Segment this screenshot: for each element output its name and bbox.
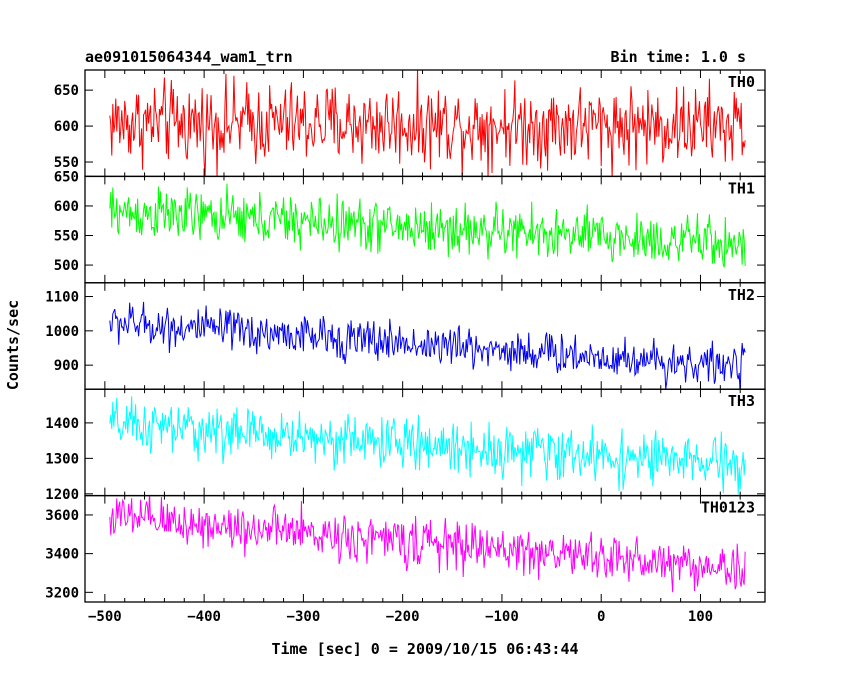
x-tick-label: −500 [88,609,122,625]
y-tick-label: 500 [54,258,79,274]
panel-th1: TH1 500 550 600 650 [54,169,766,284]
panel-th0123: TH0123 3200 3400 3600 [45,494,766,603]
y-axis-label: Counts/sec [4,300,22,390]
x-axis-label: Time [sec] 0 = 2009/10/15 06:43:44 [271,640,578,658]
y-tick-label: 1000 [45,324,79,340]
y-tick-label: 1200 [45,487,79,503]
panel-label: TH2 [728,286,755,304]
y-tick-label: 3200 [45,585,79,601]
chart-title: ae091015064344_wam1_trn [85,48,293,66]
x-tick-label: −300 [287,609,321,625]
y-tick-label: 1100 [45,290,79,306]
series-th3 [109,396,746,495]
panel-frame [84,494,766,603]
x-tick-label: −400 [187,609,221,625]
bin-time-label: Bin time: 1.0 s [611,48,746,66]
x-tick-label: −100 [485,609,519,625]
x-tick-label: −200 [386,609,420,625]
y-tick-label: 1400 [45,416,79,432]
panel-th2: TH2 900 1000 1100 [45,282,766,390]
panel-th3: TH3 1200 1300 1400 [45,388,766,503]
y-tick-label: 3400 [45,547,79,563]
panel-label: TH1 [728,179,755,197]
panel-label: TH3 [728,392,755,410]
series-th2 [109,301,746,390]
panel-label: TH0 [728,73,755,91]
y-tick-label: 650 [54,169,79,185]
y-tick-label: 650 [54,83,79,99]
y-tick-label: 550 [54,155,79,171]
panels-group: TH0550600650TH1500550600650TH29001000110… [45,69,766,625]
series-th1 [109,183,746,268]
y-tick-label: 550 [54,229,79,245]
x-tick-label: 100 [688,609,713,625]
panel-label: TH0123 [701,499,755,517]
x-tick-label: 0 [597,609,605,625]
y-tick-label: 1300 [45,451,79,467]
panel-frame [84,282,766,390]
panel-th0: TH0 550 600 650 [54,69,766,178]
series-th0123 [109,495,746,593]
y-tick-label: 3600 [45,508,79,524]
series-th0 [109,70,746,177]
y-tick-label: 600 [54,119,79,135]
y-tick-label: 900 [54,358,79,374]
y-tick-label: 600 [54,199,79,215]
